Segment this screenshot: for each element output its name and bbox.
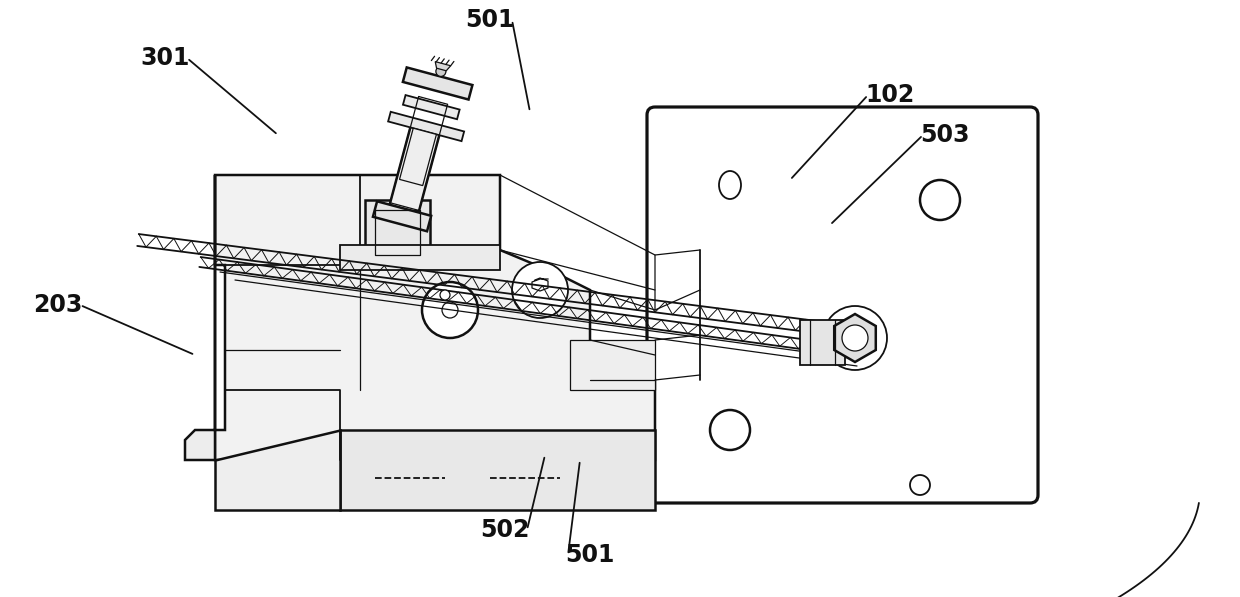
- Polygon shape: [340, 245, 500, 270]
- Circle shape: [441, 302, 458, 318]
- Polygon shape: [435, 61, 450, 71]
- Polygon shape: [340, 430, 655, 510]
- Polygon shape: [388, 112, 464, 141]
- Circle shape: [920, 180, 960, 220]
- Polygon shape: [399, 128, 436, 186]
- Circle shape: [910, 475, 930, 495]
- FancyBboxPatch shape: [647, 107, 1038, 503]
- Circle shape: [842, 325, 868, 351]
- Text: 501: 501: [465, 8, 515, 32]
- Text: 203: 203: [33, 293, 83, 317]
- Ellipse shape: [719, 171, 742, 199]
- Circle shape: [711, 410, 750, 450]
- Circle shape: [440, 290, 450, 300]
- Text: 102: 102: [866, 83, 915, 107]
- Polygon shape: [373, 201, 432, 231]
- Polygon shape: [403, 95, 460, 119]
- Polygon shape: [185, 175, 215, 460]
- Circle shape: [512, 262, 568, 318]
- Text: 503: 503: [920, 123, 970, 147]
- Polygon shape: [403, 67, 472, 100]
- Text: 301: 301: [140, 46, 190, 70]
- Text: 502: 502: [480, 518, 529, 542]
- Text: 501: 501: [565, 543, 615, 567]
- Polygon shape: [215, 430, 340, 510]
- Circle shape: [436, 66, 446, 76]
- Polygon shape: [389, 121, 441, 216]
- Polygon shape: [365, 200, 430, 265]
- Polygon shape: [835, 314, 875, 362]
- Polygon shape: [800, 320, 844, 365]
- Polygon shape: [215, 175, 655, 460]
- Circle shape: [422, 282, 477, 338]
- Polygon shape: [570, 340, 655, 390]
